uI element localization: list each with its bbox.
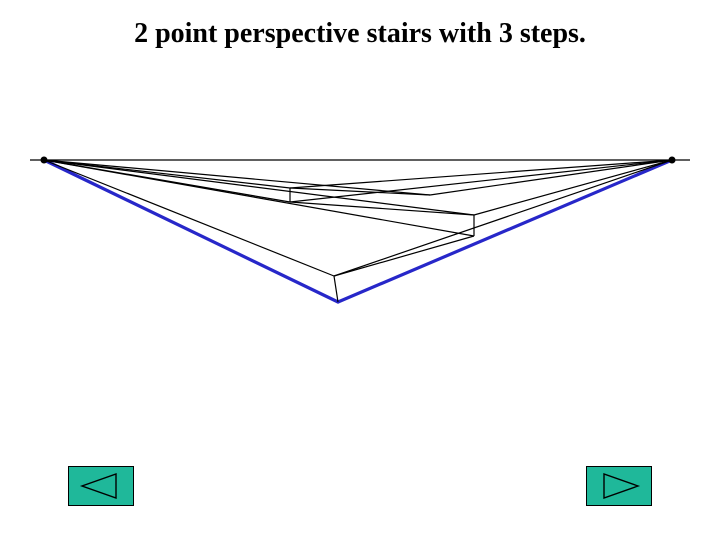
prev-button[interactable] bbox=[68, 466, 134, 506]
triangle-left-icon bbox=[68, 466, 134, 506]
triangle-right-icon bbox=[586, 466, 652, 506]
next-button[interactable] bbox=[586, 466, 652, 506]
perspective-diagram bbox=[0, 0, 720, 540]
